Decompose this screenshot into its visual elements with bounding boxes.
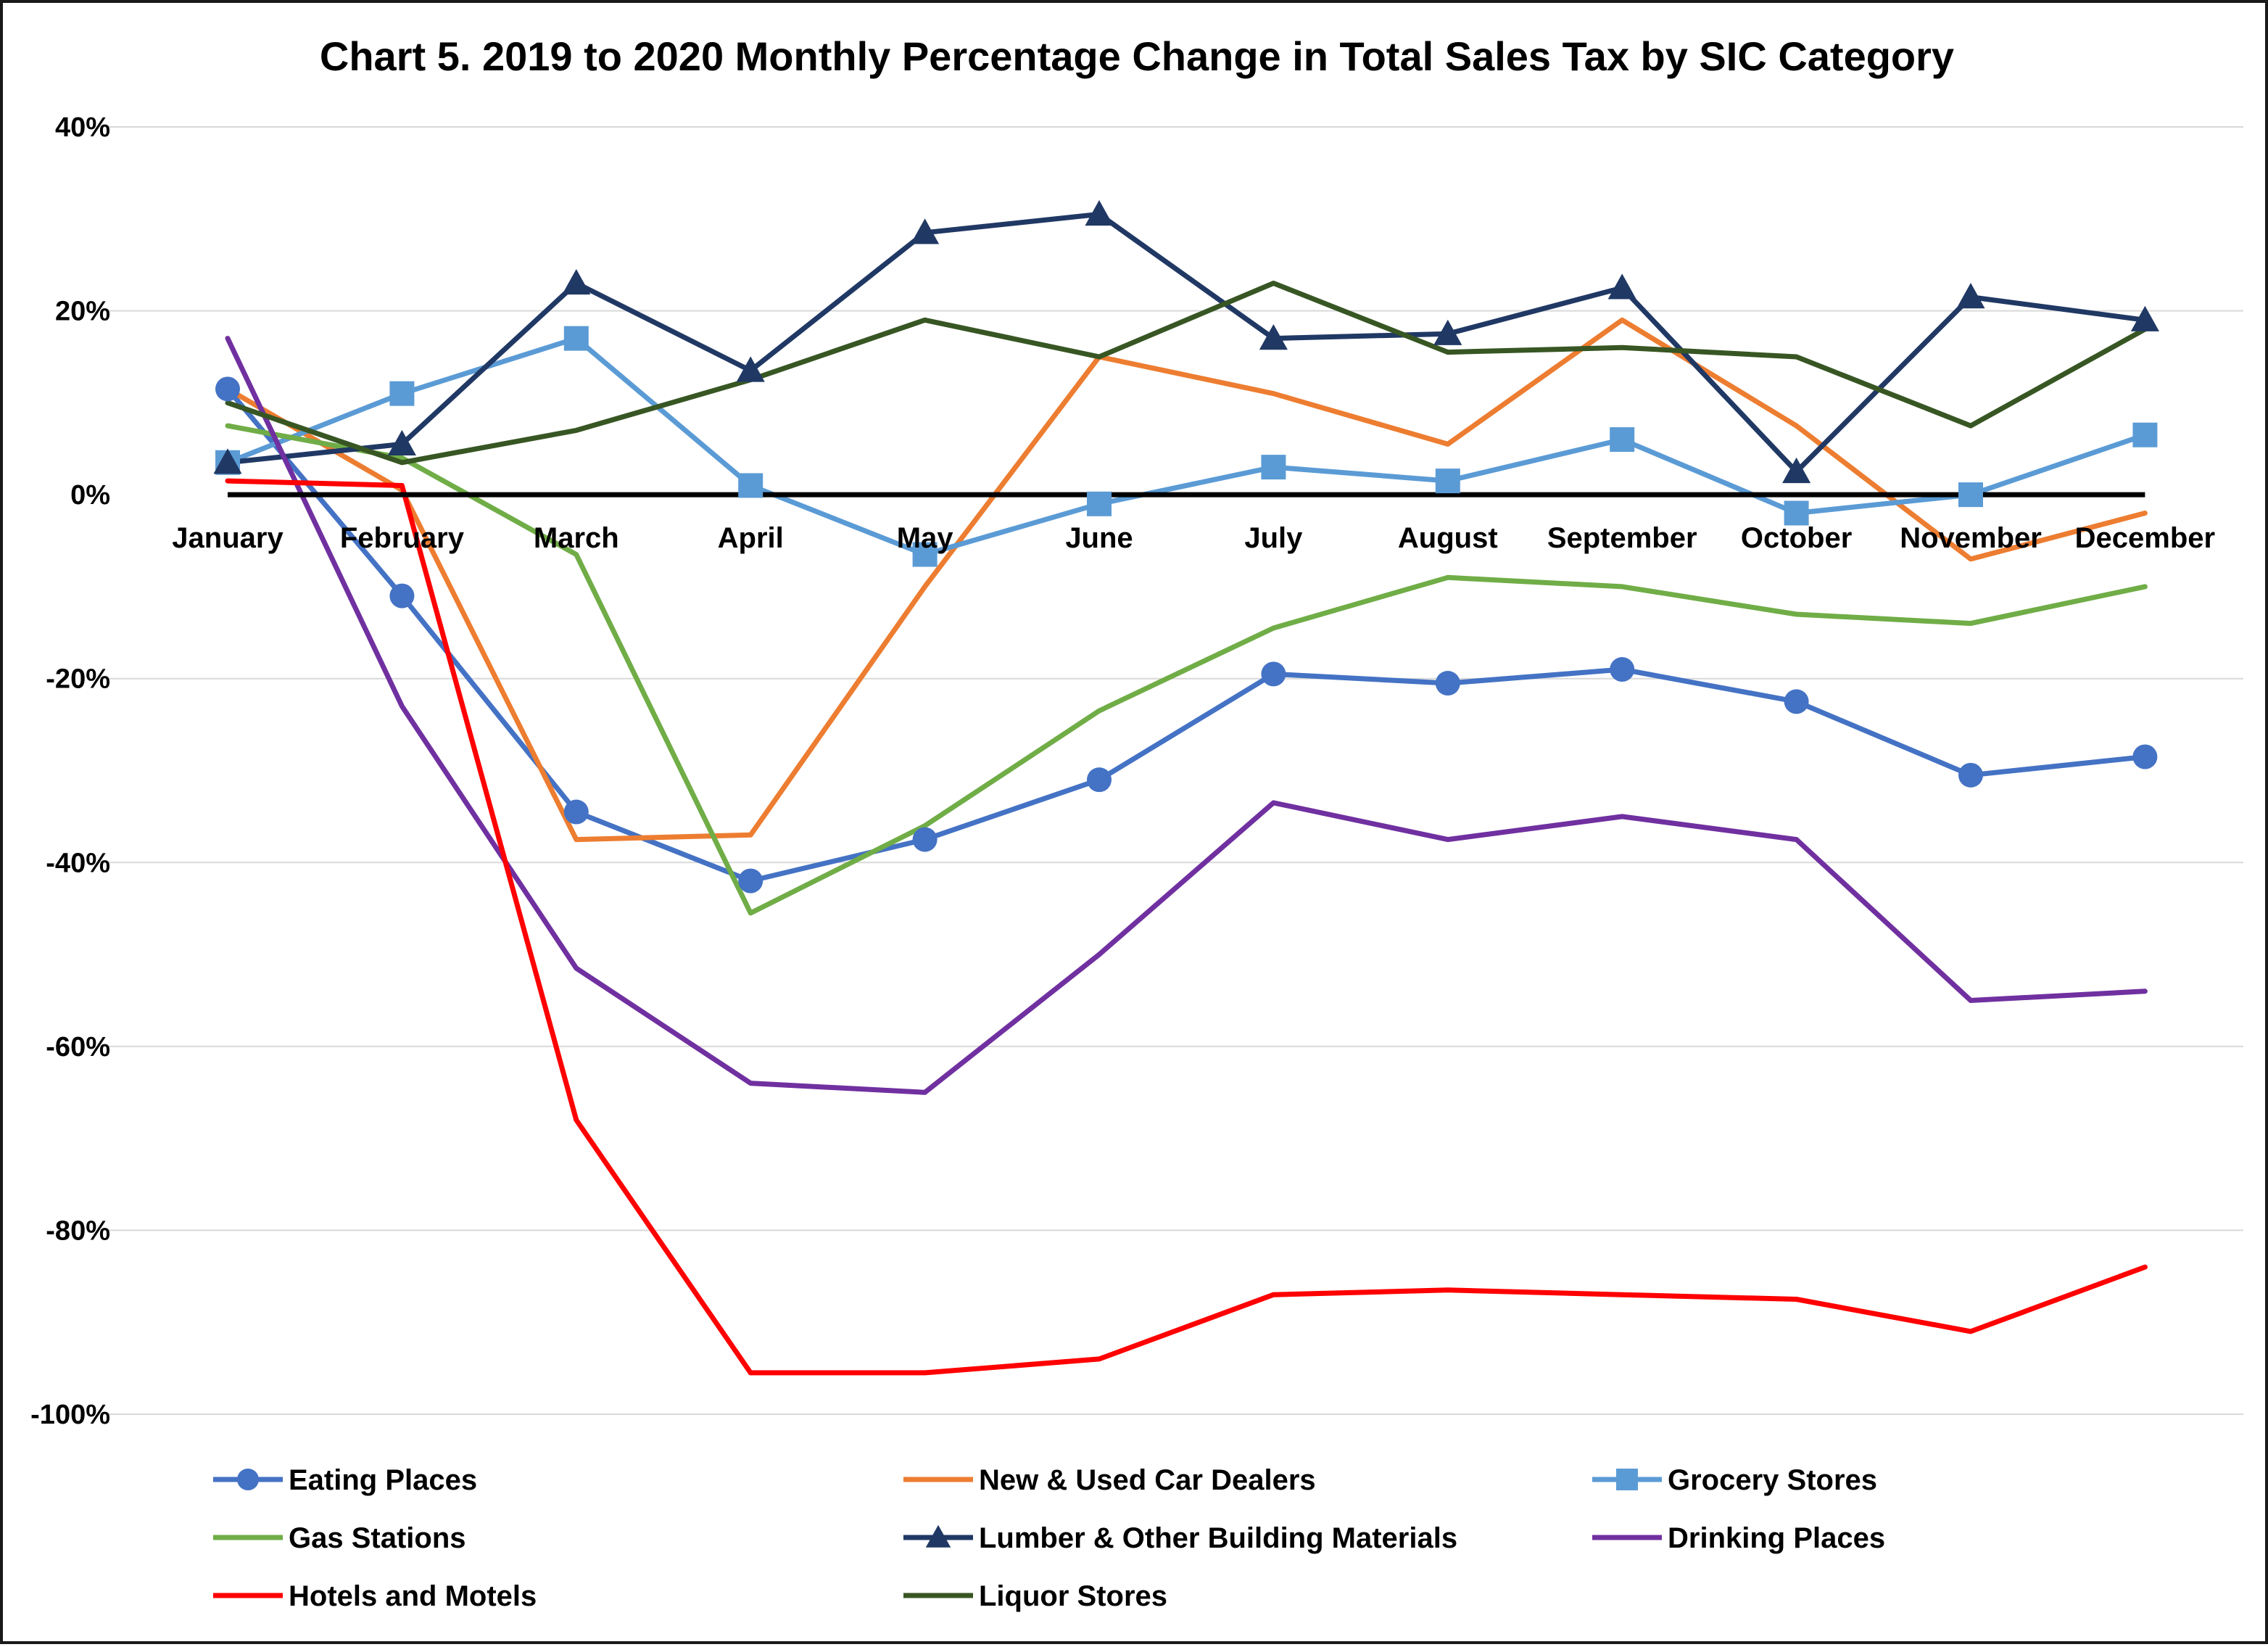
line-chart: Chart 5. 2019 to 2020 Monthly Percentage… (30, 33, 2243, 1612)
x-tick-label: August (1398, 522, 1498, 554)
data-point-eating-places (1261, 661, 1286, 687)
y-tick-label: 20% (55, 297, 110, 327)
legend-label-liquor-stores: Liquor Stores (979, 1580, 1167, 1612)
data-point-lumber-other-building-materials (562, 268, 591, 295)
legend-label-grocery-stores: Grocery Stores (1668, 1464, 1877, 1496)
data-point-grocery-stores (1087, 491, 1112, 516)
y-tick-label: 0% (70, 480, 110, 511)
series-line-eating-places (225, 386, 2148, 884)
data-point-lumber-other-building-materials (387, 429, 416, 456)
series-line-gas-stations (225, 423, 2148, 916)
data-point-grocery-stores (738, 473, 763, 498)
data-point-lumber-other-building-materials (736, 356, 765, 382)
x-tick-label: February (340, 522, 465, 554)
x-tick-label: April (718, 522, 784, 554)
y-tick-label: -80% (46, 1215, 110, 1246)
data-point-lumber-other-building-materials (1433, 319, 1462, 345)
data-point-eating-places (738, 868, 763, 893)
legend-marker-eating-places (237, 1469, 259, 1490)
data-point-grocery-stores (912, 542, 938, 567)
x-tick-label: September (1547, 522, 1697, 554)
y-tick-label: -20% (46, 664, 110, 695)
data-point-eating-places (1435, 671, 1460, 696)
legend-marker-lumber-other-building-materials (925, 1524, 951, 1548)
x-tick-label: May (897, 522, 954, 554)
data-point-eating-places (1958, 762, 1983, 788)
y-axis-tick-labels: 40% 20% 0% -20% -40% -60% -80% -100% (30, 112, 110, 1430)
data-point-eating-places (1784, 689, 1809, 714)
data-point-eating-places (1610, 657, 1635, 682)
data-point-lumber-other-building-materials (2130, 305, 2159, 331)
legend-label-gas-stations: Gas Stations (289, 1522, 466, 1554)
data-point-eating-places (389, 583, 415, 608)
data-point-lumber-other-building-materials (1782, 457, 1811, 484)
data-point-eating-places (912, 827, 938, 852)
series-line-lumber-other-building-materials (225, 211, 2148, 474)
data-point-lumber-other-building-materials (1607, 273, 1636, 300)
legend-label-lumber-other-building-materials: Lumber & Other Building Materials (979, 1522, 1457, 1554)
data-point-lumber-other-building-materials (1259, 324, 1288, 350)
legend: Eating Places New & Used Car Dealers Groce… (213, 1464, 1885, 1612)
x-tick-label: October (1741, 522, 1852, 554)
legend-marker-grocery-stores (1616, 1469, 1638, 1490)
x-axis-tick-labels: January February March April May June July Augu… (172, 522, 2215, 554)
series-line-new-used-car-dealers (225, 317, 2148, 843)
data-point-grocery-stores (1958, 482, 1983, 508)
x-tick-label: March (534, 522, 619, 554)
y-tick-label: -40% (46, 848, 110, 878)
x-tick-label: January (172, 522, 284, 554)
series-line-liquor-stores (225, 281, 2148, 466)
y-tick-label: -60% (46, 1032, 110, 1062)
series-lines (225, 211, 2148, 1376)
data-point-lumber-other-building-materials (213, 448, 242, 474)
series-line-grocery-stores (225, 336, 2148, 558)
legend-label-hotels-and-motels: Hotels and Motels (289, 1580, 537, 1612)
data-point-lumber-other-building-materials (911, 218, 940, 244)
legend-label-eating-places: Eating Places (289, 1464, 477, 1496)
series-markers (213, 199, 2159, 893)
series-line-hotels-and-motels (225, 478, 2148, 1376)
data-point-eating-places (215, 376, 240, 402)
data-point-eating-places (2132, 744, 2158, 769)
data-point-lumber-other-building-materials (1085, 199, 1114, 226)
series-line-drinking-places (225, 336, 2148, 1095)
data-point-grocery-stores (563, 326, 589, 351)
data-point-eating-places (1087, 767, 1112, 793)
x-tick-label: November (1900, 522, 2042, 554)
data-point-grocery-stores (2132, 422, 2158, 447)
data-point-lumber-other-building-materials (1956, 283, 1985, 309)
data-point-grocery-stores (1435, 468, 1460, 494)
legend-label-new-used-car-dealers: New & Used Car Dealers (979, 1464, 1316, 1496)
y-tick-label: 40% (55, 112, 110, 143)
y-tick-label: -100% (30, 1400, 110, 1430)
x-tick-label: June (1065, 522, 1133, 554)
chart-title: Chart 5. 2019 to 2020 Monthly Percentage… (320, 33, 1954, 79)
legend-label-drinking-places: Drinking Places (1668, 1522, 1885, 1554)
data-point-grocery-stores (1610, 427, 1635, 453)
data-point-grocery-stores (389, 381, 415, 406)
x-tick-label: December (2075, 522, 2215, 554)
gridlines (104, 126, 2243, 1415)
data-point-eating-places (563, 799, 589, 825)
data-point-grocery-stores (1784, 500, 1809, 526)
x-tick-label: July (1244, 522, 1303, 554)
data-point-grocery-stores (1261, 455, 1286, 480)
